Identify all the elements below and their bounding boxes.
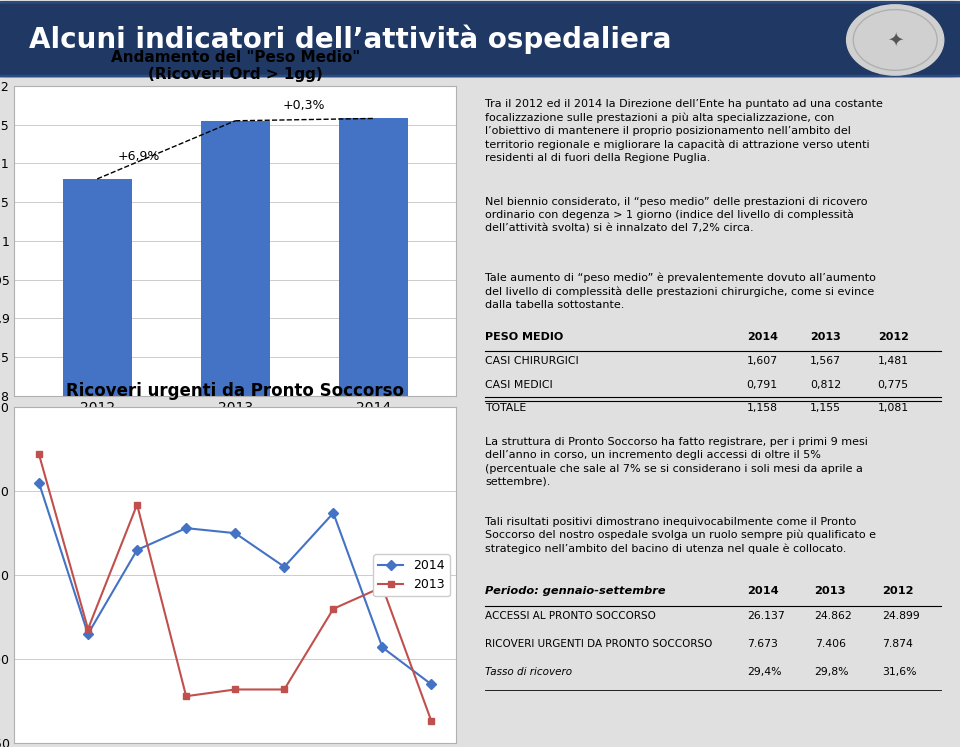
- 2013: [34, 450, 45, 459]
- 2013: [425, 717, 437, 726]
- Text: 1,155: 1,155: [810, 403, 841, 413]
- Text: 1,567: 1,567: [810, 356, 841, 366]
- 2014: [34, 478, 45, 487]
- 2013: [376, 583, 388, 592]
- Text: +6,9%: +6,9%: [117, 149, 159, 163]
- Legend: 2014, 2013: 2014, 2013: [373, 554, 449, 596]
- Text: 0,791: 0,791: [747, 379, 778, 390]
- Text: 2014: 2014: [747, 586, 779, 596]
- Text: Nel biennio considerato, il “peso medio” delle prestazioni di ricovero
ordinario: Nel biennio considerato, il “peso medio”…: [485, 196, 868, 234]
- Text: 2014: 2014: [747, 332, 778, 342]
- Text: TOTALE: TOTALE: [485, 403, 526, 413]
- 2014: [425, 680, 437, 689]
- Line: 2014: 2014: [36, 480, 435, 688]
- Text: 2013: 2013: [810, 332, 841, 342]
- Circle shape: [847, 4, 944, 75]
- Text: Tasso di ricovero: Tasso di ricovero: [485, 666, 572, 677]
- 2014: [327, 509, 339, 518]
- Text: Tale aumento di “peso medio” è prevalentemente dovuto all’aumento
del livello di: Tale aumento di “peso medio” è prevalent…: [485, 273, 876, 310]
- Text: 24.899: 24.899: [882, 611, 921, 621]
- Text: 24.862: 24.862: [815, 611, 852, 621]
- Text: 1,081: 1,081: [877, 403, 909, 413]
- Text: 0,775: 0,775: [877, 379, 909, 390]
- Text: 2012: 2012: [882, 586, 914, 596]
- Text: 31,6%: 31,6%: [882, 666, 917, 677]
- Title: Andamento del "Peso Medio"
(Ricoveri Ord > 1gg): Andamento del "Peso Medio" (Ricoveri Ord…: [110, 49, 360, 82]
- Text: ✦: ✦: [887, 31, 903, 49]
- Text: CASI CHIRURGICI: CASI CHIRURGICI: [485, 356, 579, 366]
- 2014: [376, 643, 388, 652]
- Text: RICOVERI URGENTI DA PRONTO SOCCORSO: RICOVERI URGENTI DA PRONTO SOCCORSO: [485, 639, 712, 649]
- Text: 1,607: 1,607: [747, 356, 778, 366]
- Bar: [62, 179, 132, 747]
- 2013: [229, 685, 241, 694]
- 2013: [278, 685, 290, 694]
- Text: 2013: 2013: [815, 586, 846, 596]
- Text: Tali risultati positivi dimostrano inequivocabilmente come il Pronto
Soccorso de: Tali risultati positivi dimostrano inequ…: [485, 516, 876, 554]
- Line: 2013: 2013: [36, 450, 435, 725]
- Title: Ricoveri urgenti da Pronto Soccorso: Ricoveri urgenti da Pronto Soccorso: [66, 382, 404, 400]
- Text: PESO MEDIO: PESO MEDIO: [485, 332, 564, 342]
- Text: 2012: 2012: [877, 332, 908, 342]
- 2013: [83, 624, 94, 633]
- Text: +0,3%: +0,3%: [283, 99, 325, 112]
- Text: 1,481: 1,481: [877, 356, 908, 366]
- Text: 29,4%: 29,4%: [747, 666, 781, 677]
- Text: 1,158: 1,158: [747, 403, 778, 413]
- 2013: [327, 604, 339, 613]
- 2014: [132, 545, 143, 554]
- Text: Periodo: gennaio-settembre: Periodo: gennaio-settembre: [485, 586, 665, 596]
- Text: 7.406: 7.406: [815, 639, 846, 649]
- Text: CASI MEDICI: CASI MEDICI: [485, 379, 553, 390]
- Bar: [339, 119, 408, 747]
- 2014: [83, 630, 94, 639]
- 2014: [180, 524, 192, 533]
- Text: La struttura di Pronto Soccorso ha fatto registrare, per i primi 9 mesi
dell’ann: La struttura di Pronto Soccorso ha fatto…: [485, 437, 868, 487]
- Text: 29,8%: 29,8%: [815, 666, 849, 677]
- Text: Tra il 2012 ed il 2014 la Direzione dell’Ente ha puntato ad una costante
focaliz: Tra il 2012 ed il 2014 la Direzione dell…: [485, 99, 883, 163]
- 2014: [229, 529, 241, 538]
- Text: ACCESSI AL PRONTO SOCCORSO: ACCESSI AL PRONTO SOCCORSO: [485, 611, 656, 621]
- 2014: [278, 562, 290, 571]
- FancyBboxPatch shape: [0, 2, 960, 76]
- 2013: [180, 692, 192, 701]
- Text: Alcuni indicatori dell’attività ospedaliera: Alcuni indicatori dell’attività ospedali…: [29, 25, 671, 54]
- Text: 26.137: 26.137: [747, 611, 784, 621]
- Bar: [201, 121, 270, 747]
- Text: 7.673: 7.673: [747, 639, 778, 649]
- Text: 0,812: 0,812: [810, 379, 841, 390]
- 2013: [132, 500, 143, 509]
- Text: 7.874: 7.874: [882, 639, 913, 649]
